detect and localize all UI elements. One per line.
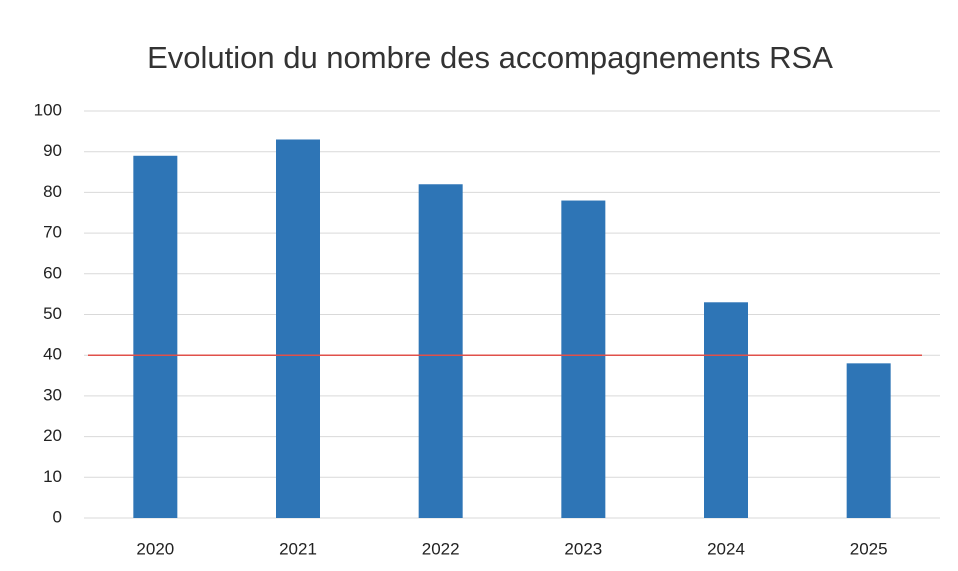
y-tick-label: 20 xyxy=(43,426,62,445)
bar xyxy=(561,200,606,519)
chart-title: Evolution du nombre des accompagnements … xyxy=(147,40,833,75)
bar xyxy=(846,363,891,518)
x-tick-label: 2024 xyxy=(707,539,745,558)
x-tick-label: 2021 xyxy=(279,539,317,558)
y-tick-label: 10 xyxy=(43,467,62,486)
y-tick-label: 80 xyxy=(43,182,62,201)
bar xyxy=(704,302,748,518)
y-tick-label: 40 xyxy=(43,345,62,364)
y-tick-label: 50 xyxy=(43,304,62,323)
bar xyxy=(418,184,463,518)
x-tick-label: 2025 xyxy=(850,539,888,558)
y-tick-label: 100 xyxy=(34,100,62,119)
bar xyxy=(276,139,320,519)
y-tick-label: 0 xyxy=(53,507,62,526)
x-tick-label: 2022 xyxy=(422,539,460,558)
y-tick-label: 70 xyxy=(43,223,62,242)
x-tick-label: 2020 xyxy=(136,539,174,558)
x-tick-label: 2023 xyxy=(564,539,602,558)
bar xyxy=(133,155,178,518)
y-tick-label: 30 xyxy=(43,385,62,404)
y-tick-label: 90 xyxy=(43,141,62,160)
y-tick-label: 60 xyxy=(43,263,62,282)
